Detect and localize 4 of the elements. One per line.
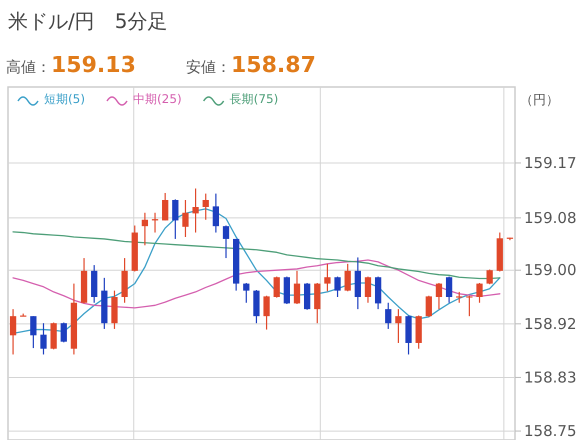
title: 米ドル/円 5分足 [8, 9, 168, 33]
ylabel: （円） [520, 93, 559, 108]
annotation: 高値：159.13 [6, 53, 136, 78]
annotation: 安値：158.87 [186, 53, 316, 78]
